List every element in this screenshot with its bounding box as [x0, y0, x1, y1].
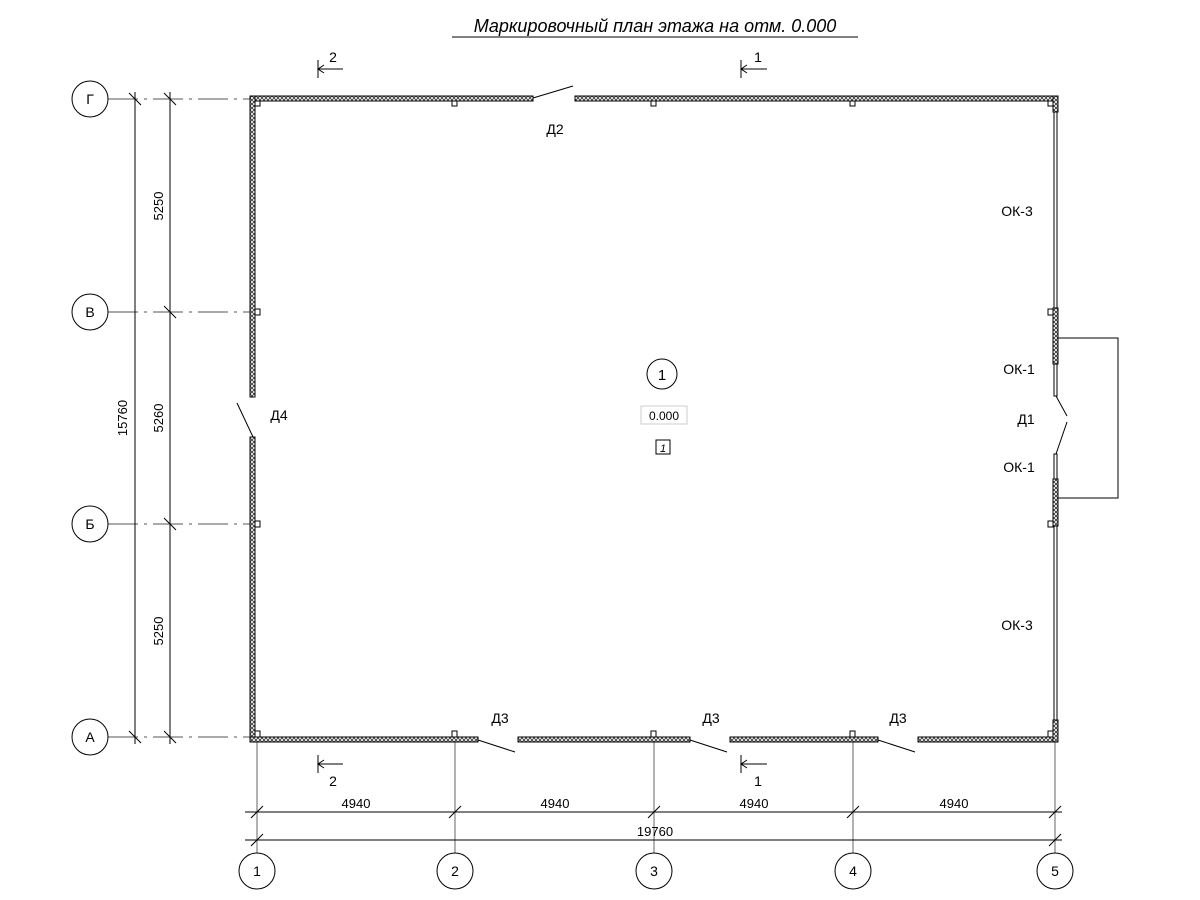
- door-swings: [236, 85, 1068, 753]
- door-label-d3: Д3: [491, 710, 508, 726]
- grid-column-label: 5: [1051, 863, 1059, 879]
- column-axis-lines: [256, 742, 1056, 853]
- room-tag: 1: [660, 443, 666, 455]
- dimension-span-horizontal: 4940: [940, 796, 969, 811]
- door-label-d2: Д2: [546, 121, 563, 137]
- dimension-span-vertical: 5250: [151, 617, 166, 646]
- room-marker: 1 0.000 1: [640, 358, 688, 455]
- row-axis-lines: [108, 98, 250, 738]
- dimension-span-vertical: 5260: [151, 404, 166, 433]
- horizontal-dimensions: 4940 4940 4940 4940 19760: [245, 796, 1062, 847]
- room-number: 1: [658, 367, 666, 384]
- section-markers: 2 1 2 1: [317, 49, 767, 789]
- column-posts: [254, 100, 1054, 738]
- windows: [1053, 111, 1058, 721]
- window-label-ok3: ОК-3: [1001, 203, 1033, 219]
- door-label-d3: Д3: [889, 710, 906, 726]
- vertical-dimensions: 15760 5250 5260 5250: [115, 92, 177, 744]
- dimension-span-horizontal: 4940: [541, 796, 570, 811]
- dimension-span-horizontal: 4940: [342, 796, 371, 811]
- walls: [249, 95, 1059, 743]
- grid-column-label: 3: [650, 863, 658, 879]
- section-label: 2: [329, 49, 337, 65]
- grid-column-label: 1: [253, 863, 261, 879]
- drawing-title: Маркировочный план этажа на отм. 0.000: [474, 16, 837, 36]
- column-grid-bubbles: 1 2 3 4 5: [238, 852, 1074, 890]
- room-elevation: 0.000: [649, 409, 679, 423]
- grid-row-label: Г: [86, 91, 94, 107]
- grid-row-label: Б: [85, 516, 94, 532]
- grid-row-label: А: [85, 729, 95, 745]
- section-label: 1: [754, 49, 762, 65]
- dimension-span-vertical: 5250: [151, 192, 166, 221]
- dimension-total-horizontal: 19760: [637, 824, 673, 839]
- window-label-ok1: ОК-1: [1003, 361, 1035, 377]
- window-label-ok3: ОК-3: [1001, 617, 1033, 633]
- porch-outline: [1058, 337, 1119, 499]
- window-label-ok1: ОК-1: [1003, 459, 1035, 475]
- door-label-d1: Д1: [1017, 411, 1034, 427]
- section-label: 2: [329, 773, 337, 789]
- grid-column-label: 2: [451, 863, 459, 879]
- dimension-span-horizontal: 4940: [740, 796, 769, 811]
- grid-column-label: 4: [849, 863, 857, 879]
- dimension-total-vertical: 15760: [115, 400, 130, 436]
- door-label-d4: Д4: [270, 407, 287, 423]
- row-grid-bubbles: Г В Б А: [71, 80, 109, 756]
- door-label-d3: Д3: [702, 710, 719, 726]
- section-label: 1: [754, 773, 762, 789]
- grid-row-label: В: [85, 304, 94, 320]
